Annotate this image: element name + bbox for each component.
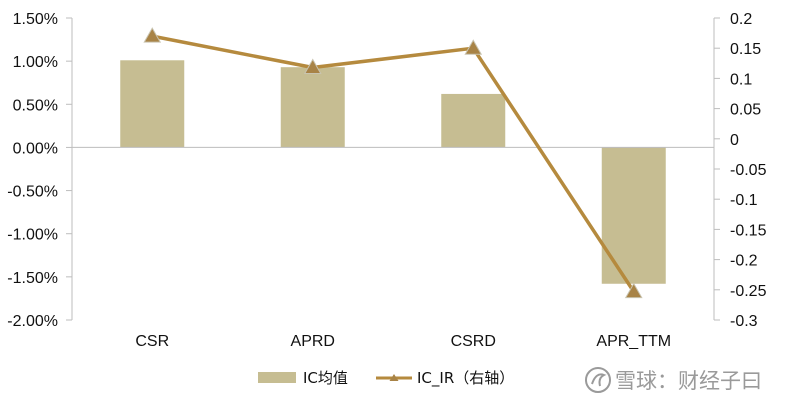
ic-ir-marker-csr [143,27,162,43]
legend-line-marker [389,374,399,381]
right-tick-label: 0.05 [730,102,761,119]
right-tick-label: 0.15 [730,41,761,58]
ic-ir-line [151,34,636,293]
legend: IC均值 IC_IR（右轴） [258,369,514,388]
line-series [143,27,643,299]
left-tick-label: -1.00% [7,227,58,244]
legend-line-label: IC_IR（右轴） [417,369,514,388]
right-tick-label: -0.05 [730,162,767,179]
category-label: CSR [135,333,169,350]
right-tick-label: -0.2 [730,253,758,270]
category-label: APRD [291,333,335,350]
right-tick-label: -0.1 [730,192,758,209]
category-labels: CSR APRD CSRD APR_TTM [135,333,671,350]
right-tick-label: 0 [730,132,739,149]
left-axis: 1.50% 1.00% 0.50% 0.00% -0.50% -1.00% -1.50% -2… [7,11,73,330]
bar-apr-ttm [601,147,666,284]
category-label: CSRD [451,333,496,350]
legend-bar-label: IC均值 [303,369,348,387]
category-label: APR_TTM [596,333,671,350]
left-tick-label: 0.00% [13,140,58,157]
right-axis: 0.2 0.15 0.1 0.05 0 -0.05 -0.1 -0.15 -0.2 -0.25 -0… [713,11,767,330]
ic-ir-marker-csrd [464,39,483,55]
ic-ir-marker-apr-ttm [624,282,643,299]
bar-series [120,60,666,284]
snowball-logo-icon [585,367,611,393]
ic-ir-marker-aprd [303,58,322,75]
bar-aprd [280,67,345,148]
watermark-text: 雪球：财经子曰 [615,369,762,393]
legend-bar-swatch [258,372,296,383]
right-tick-label: 0.2 [730,11,752,28]
right-tick-label: -0.25 [730,283,767,300]
watermark: 雪球：财经子曰 [585,367,762,393]
bar-csr [120,60,185,148]
left-tick-label: -2.00% [7,313,58,330]
right-tick-label: -0.15 [730,222,767,239]
left-tick-label: -1.50% [7,270,58,287]
left-tick-label: 1.00% [13,54,58,71]
left-tick-label: -0.50% [7,184,58,201]
right-tick-label: -0.3 [730,313,758,330]
left-tick-label: 0.50% [13,97,58,114]
bar-csrd [441,93,506,148]
right-tick-label: 0.1 [730,71,752,88]
left-tick-label: 1.50% [13,11,58,28]
